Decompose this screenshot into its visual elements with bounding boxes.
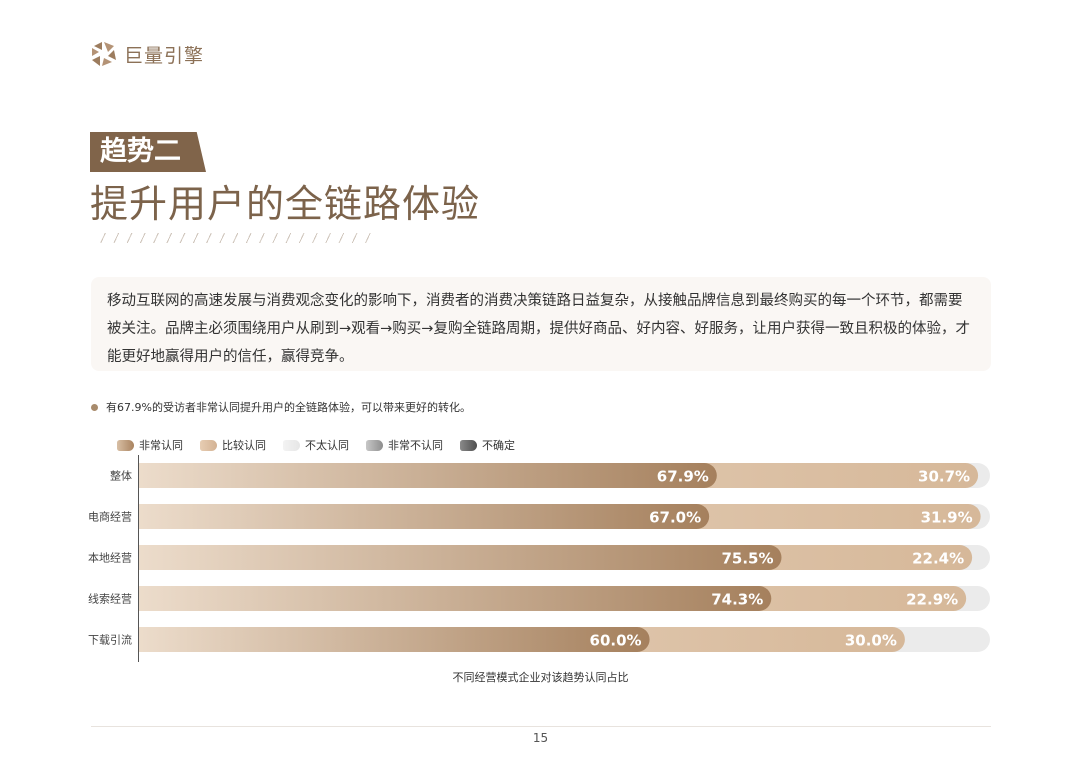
data-label: 30.7% — [918, 468, 970, 486]
data-label: 31.9% — [921, 509, 973, 527]
legend-swatch — [200, 439, 217, 451]
category-label: 下载引流 — [88, 633, 132, 647]
bar-segment-非常认同 — [139, 504, 710, 529]
category-label: 本地经营 — [88, 551, 132, 565]
brand-name: 巨量引擎 — [124, 44, 205, 67]
bar-segment-非常认同 — [139, 463, 717, 488]
page-title: 提升用户的全链路体验 — [90, 182, 481, 226]
footer-divider — [91, 726, 991, 727]
intro-text: 移动互联网的高速发展与消费观念变化的影响下，消费者的消费决策链路日益复杂，从接触… — [107, 293, 970, 365]
bullet-dot-icon — [91, 403, 98, 411]
legend-label: 不太认同 — [305, 439, 349, 452]
chart-caption: 不同经营模式企业对该趋势认同占比 — [452, 671, 629, 684]
legend-swatch — [460, 439, 477, 451]
data-label: 67.0% — [649, 509, 701, 527]
intro-box: 移动互联网的高速发展与消费观念变化的影响下，消费者的消费决策链路日益复杂，从接触… — [91, 277, 991, 371]
key-finding-text: 有67.9%的受访者非常认同提升用户的全链路体验，可以带来更好的转化。 — [106, 401, 471, 414]
stacked-bar-chart: 整体 67.9% 30.7% 电商经营 67.0% 31.9% 本地经营 75.5% 22.4%… — [88, 455, 990, 662]
legend-item: 不太认同 — [283, 437, 349, 453]
brand-logo: 巨量引擎 — [90, 40, 204, 68]
data-label: 74.3% — [711, 591, 763, 609]
category-label: 线索经营 — [88, 592, 132, 606]
chart-legend: 非常认同 比较认同 不太认同 非常不认同 不确定 — [117, 437, 532, 453]
data-label: 22.9% — [906, 591, 958, 609]
bar-segment-非常认同 — [139, 627, 650, 652]
data-label: 30.0% — [845, 632, 897, 650]
page-number: 15 — [532, 731, 549, 745]
legend-label: 比较认同 — [222, 439, 266, 452]
data-label: 67.9% — [657, 468, 709, 486]
legend-swatch — [366, 439, 383, 451]
legend-label: 非常不认同 — [388, 439, 443, 452]
title-underline-decoration — [96, 233, 378, 243]
key-finding: 有67.9%的受访者非常认同提升用户的全链路体验，可以带来更好的转化。 — [91, 399, 471, 415]
legend-swatch — [117, 439, 134, 451]
bar-segment-非常认同 — [139, 545, 782, 570]
legend-swatch — [283, 439, 300, 451]
category-label: 电商经营 — [88, 510, 132, 524]
bar-segment-非常认同 — [139, 586, 772, 611]
category-label: 整体 — [110, 469, 132, 483]
legend-item: 非常认同 — [117, 437, 183, 453]
legend-label: 非常认同 — [139, 439, 183, 452]
data-label: 22.4% — [912, 550, 964, 568]
data-label: 60.0% — [590, 632, 642, 650]
legend-item: 非常不认同 — [366, 437, 443, 453]
brand-logo-icon — [92, 42, 116, 66]
legend-label: 不确定 — [482, 439, 515, 452]
legend-item: 不确定 — [460, 437, 515, 453]
legend-item: 比较认同 — [200, 437, 266, 453]
trend-tag: 趋势二 — [90, 132, 206, 172]
data-label: 75.5% — [721, 550, 773, 568]
